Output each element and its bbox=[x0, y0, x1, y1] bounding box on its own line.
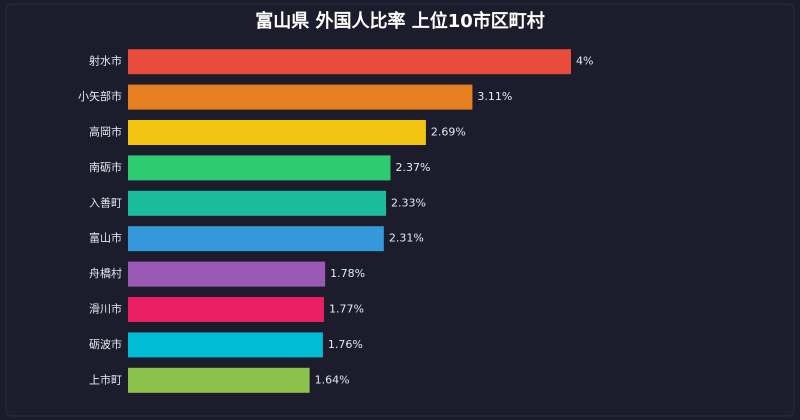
category-label: 射水市 bbox=[89, 54, 122, 68]
value-label: 1.76% bbox=[328, 338, 363, 351]
bar bbox=[128, 297, 325, 322]
category-label: 高岡市 bbox=[89, 125, 122, 139]
value-label: 1.77% bbox=[329, 303, 364, 316]
category-label: 入善町 bbox=[89, 195, 122, 209]
category-label: 南砺市 bbox=[89, 160, 122, 174]
value-label: 2.69% bbox=[431, 126, 466, 139]
value-label: 3.11% bbox=[477, 90, 512, 103]
value-label: 2.31% bbox=[389, 232, 424, 245]
category-label: 上市町 bbox=[89, 372, 122, 386]
bar bbox=[128, 49, 571, 75]
category-label: 砺波市 bbox=[89, 337, 122, 351]
category-label: 小矢部市 bbox=[78, 89, 122, 103]
bar bbox=[128, 367, 310, 393]
category-label: 滑川市 bbox=[89, 302, 122, 316]
value-label: 2.37% bbox=[395, 161, 430, 174]
bar bbox=[128, 261, 326, 287]
category-label: 舟橋村 bbox=[89, 266, 122, 280]
bar bbox=[128, 226, 384, 252]
value-label: 1.78% bbox=[330, 267, 365, 280]
value-label: 1.64% bbox=[315, 373, 350, 386]
bar bbox=[128, 155, 391, 181]
bar bbox=[128, 120, 426, 145]
category-label: 富山市 bbox=[89, 231, 122, 245]
value-label: 4% bbox=[576, 55, 593, 68]
value-label: 2.33% bbox=[391, 196, 426, 209]
bar bbox=[128, 332, 323, 358]
chart-title: 富山県 外国人比率 上位10市区町村 bbox=[255, 10, 545, 32]
bar bbox=[128, 190, 387, 216]
bar bbox=[128, 84, 473, 110]
